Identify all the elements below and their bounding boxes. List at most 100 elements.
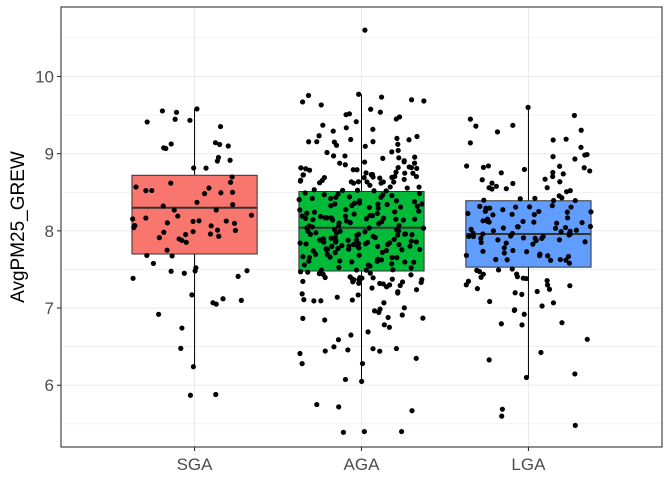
box-aga — [298, 190, 425, 272]
data-point — [572, 197, 578, 204]
data-point — [557, 179, 563, 185]
data-point — [389, 261, 395, 267]
data-point — [567, 188, 573, 194]
data-point — [218, 190, 224, 196]
data-point — [520, 218, 526, 225]
data-point — [571, 112, 577, 119]
data-point — [371, 308, 378, 314]
data-point — [402, 259, 408, 265]
data-point — [337, 160, 343, 166]
data-point — [342, 162, 348, 168]
data-point — [411, 199, 418, 205]
data-point — [159, 108, 166, 114]
data-point — [387, 240, 393, 246]
data-point — [305, 92, 312, 99]
data-point — [169, 253, 175, 259]
data-point — [366, 204, 372, 210]
data-point — [474, 286, 480, 292]
data-point — [413, 173, 420, 180]
y-tick-label: 7 — [45, 299, 54, 318]
data-point — [316, 133, 322, 139]
data-point — [572, 371, 578, 377]
data-point — [244, 268, 250, 274]
data-point — [354, 187, 361, 193]
data-point — [311, 187, 317, 193]
data-point — [464, 163, 470, 169]
data-point — [380, 155, 386, 161]
data-point — [550, 197, 557, 204]
data-point — [375, 256, 381, 262]
data-point — [297, 269, 304, 275]
data-point — [463, 252, 469, 259]
data-point — [168, 180, 174, 186]
data-point — [333, 142, 340, 148]
data-point — [396, 242, 402, 248]
data-point — [418, 279, 424, 286]
data-point — [587, 223, 594, 230]
outlier-point — [409, 408, 415, 414]
data-point — [131, 225, 137, 231]
extreme-point — [525, 104, 531, 110]
data-point — [489, 186, 495, 192]
data-point — [367, 182, 373, 188]
data-point — [564, 215, 571, 221]
data-point — [318, 267, 325, 273]
data-point — [314, 139, 320, 145]
data-point — [191, 165, 197, 171]
data-point — [560, 171, 566, 177]
data-point — [503, 240, 509, 246]
data-point — [343, 125, 349, 131]
data-point — [547, 257, 554, 263]
data-point — [473, 123, 479, 129]
x-axis-ticks: SGA AGA LGA — [177, 447, 546, 474]
data-point — [530, 241, 536, 247]
extreme-point — [359, 378, 365, 384]
data-point — [416, 190, 423, 197]
data-point — [309, 195, 315, 202]
data-point — [336, 220, 342, 226]
data-point — [168, 268, 174, 274]
data-point — [328, 215, 334, 221]
data-point — [372, 234, 378, 241]
data-point — [579, 219, 585, 226]
data-point — [305, 228, 311, 234]
data-point — [324, 215, 330, 221]
data-point — [509, 211, 515, 217]
data-point — [183, 239, 189, 245]
data-point — [395, 228, 402, 234]
data-point — [354, 167, 360, 173]
data-point — [299, 361, 305, 367]
data-point — [143, 188, 149, 194]
data-point — [232, 227, 239, 233]
data-point — [229, 189, 236, 195]
data-point — [210, 300, 216, 306]
data-point — [130, 216, 136, 222]
data-point — [487, 205, 493, 211]
data-point — [395, 141, 401, 147]
data-point — [387, 184, 393, 190]
data-point — [220, 296, 226, 302]
data-point — [412, 154, 418, 160]
data-point — [171, 207, 177, 213]
data-point — [306, 254, 313, 261]
data-point — [227, 179, 234, 185]
data-point — [207, 231, 214, 237]
outlier-point — [362, 27, 368, 33]
data-point — [558, 229, 564, 235]
data-point — [300, 172, 306, 178]
data-point — [150, 260, 157, 267]
data-point — [353, 237, 360, 243]
data-point — [335, 337, 342, 343]
data-point — [149, 187, 155, 194]
data-point — [375, 205, 381, 211]
data-point — [394, 254, 400, 261]
data-point — [355, 179, 362, 185]
data-point — [130, 275, 136, 281]
jitter-points — [130, 27, 594, 435]
data-point — [367, 212, 373, 219]
data-point — [343, 112, 349, 118]
data-point — [414, 203, 420, 209]
data-point — [322, 348, 328, 354]
data-point — [480, 248, 486, 254]
data-point — [401, 176, 407, 183]
